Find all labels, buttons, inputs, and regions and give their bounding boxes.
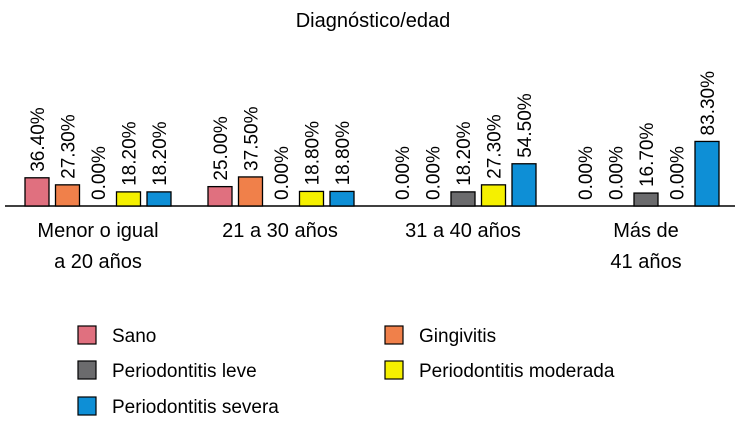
legend-swatch-periodontitis-moderada xyxy=(384,360,404,380)
category-label: 21 a 30 años xyxy=(222,220,338,242)
bar-periodontitis-moderada-0 xyxy=(115,191,142,207)
bar-sano-0 xyxy=(24,177,50,207)
data-label: 27.30% xyxy=(485,114,506,179)
data-label: 37.50% xyxy=(242,106,263,171)
category-label: Menor o igual xyxy=(37,220,158,242)
data-label: 18.80% xyxy=(333,121,354,186)
legend: Sano Gingivitis Periodontitis leve Periodon… xyxy=(77,325,615,418)
data-label: 0.00% xyxy=(576,146,597,200)
legend-label-sano: Sano xyxy=(112,326,156,347)
bar-periodontitis-leve-2 xyxy=(450,191,476,207)
data-label: 18.80% xyxy=(303,121,324,186)
bar-gingivitis-1 xyxy=(237,176,264,207)
bar-periodontitis-severa-0 xyxy=(146,191,172,207)
legend-swatch-periodontitis-severa xyxy=(77,396,97,416)
legend-label-periodontitis-moderada: Periodontitis moderada xyxy=(419,361,615,382)
data-label: 18.20% xyxy=(454,121,475,186)
data-label: 54.50% xyxy=(515,93,536,158)
legend-label-gingivitis: Gingivitis xyxy=(419,326,496,347)
bar-gingivitis-0 xyxy=(54,184,81,207)
data-label: 27.30% xyxy=(59,114,80,179)
legend-swatch-periodontitis-leve xyxy=(77,360,97,380)
bar-periodontitis-severa-1 xyxy=(329,190,355,207)
category-label: 41 años xyxy=(610,251,681,273)
category-label: a 20 años xyxy=(54,251,142,273)
data-label: 0.00% xyxy=(424,146,445,200)
data-label: 0.00% xyxy=(89,146,110,200)
legend-label-periodontitis-leve: Periodontitis leve xyxy=(112,361,257,382)
bar-periodontitis-leve-3 xyxy=(633,192,659,207)
category-label: Más de xyxy=(613,220,679,242)
bar-periodontitis-moderada-1 xyxy=(298,190,325,207)
data-label: 0.00% xyxy=(272,146,293,200)
bar-periodontitis-severa-2 xyxy=(511,163,537,207)
bar-labels: 36.40% 25.00% 0.00% 0.00% 27.30% 37.50% 0.00% 0… xyxy=(28,71,719,200)
data-label: 25.00% xyxy=(211,116,232,181)
data-label: 36.40% xyxy=(28,107,49,172)
data-label: 0.00% xyxy=(393,146,414,200)
legend-label-periodontitis-severa: Periodontitis severa xyxy=(112,397,279,418)
data-label: 83.30% xyxy=(698,71,719,136)
chart-title: Diagnóstico/edad xyxy=(296,10,451,32)
data-label: 16.70% xyxy=(637,123,658,188)
data-label: 0.00% xyxy=(607,146,628,200)
category-labels: Menor o igual a 20 años 21 a 30 años 31 a 4… xyxy=(37,220,681,273)
bar-periodontitis-moderada-2 xyxy=(480,184,507,207)
bars xyxy=(24,140,720,207)
data-label: 0.00% xyxy=(668,146,689,200)
bar-periodontitis-severa-3 xyxy=(694,140,720,207)
bar-sano-1 xyxy=(207,185,233,207)
data-label: 18.20% xyxy=(150,121,171,186)
category-label: 31 a 40 años xyxy=(405,220,521,242)
data-label: 18.20% xyxy=(120,121,141,186)
legend-swatch-gingivitis xyxy=(384,325,404,345)
legend-swatch-sano xyxy=(77,325,97,345)
